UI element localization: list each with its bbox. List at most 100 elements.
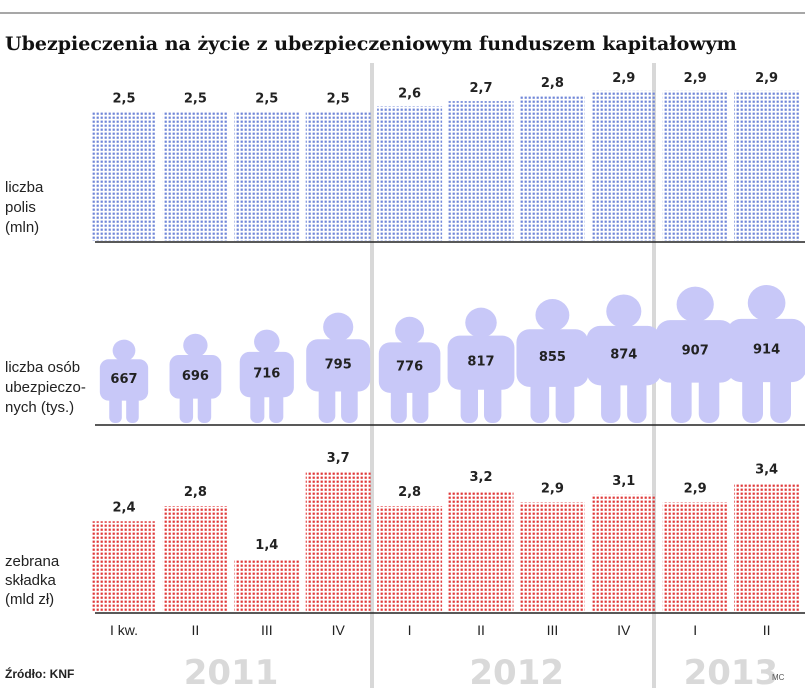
skladka-value-6: 3,2 bbox=[469, 470, 492, 485]
skladka-bar-2 bbox=[162, 506, 228, 612]
quarter-labels: I kw. II III IV I II III IV I II bbox=[110, 622, 770, 638]
person-body bbox=[655, 320, 735, 383]
person-figure-6 bbox=[447, 307, 515, 423]
quarter-label-5: I bbox=[408, 622, 412, 638]
skladka-value-10: 3,4 bbox=[755, 462, 778, 477]
skladka-value-4: 3,7 bbox=[327, 451, 350, 466]
skladka-bar-3 bbox=[234, 559, 300, 612]
year-label-2013: 2013 bbox=[684, 653, 779, 693]
polis-bar-5 bbox=[377, 106, 443, 241]
quarter-label-8: IV bbox=[617, 622, 631, 638]
osoby-value-2: 696 bbox=[182, 369, 209, 384]
person-head bbox=[323, 312, 354, 342]
polis-bar-6 bbox=[448, 101, 514, 241]
person-body bbox=[239, 351, 294, 398]
person-head bbox=[606, 294, 642, 328]
row-label-skladka: zebrana składka (mld zł) bbox=[5, 553, 60, 608]
row-label-polis: liczba polis (mln) bbox=[5, 179, 44, 236]
person-head bbox=[535, 298, 570, 332]
polis-bar-10 bbox=[734, 90, 800, 241]
skladka-value-9: 2,9 bbox=[684, 481, 707, 496]
polis-bar-1 bbox=[91, 111, 157, 241]
skladka-bar-4 bbox=[305, 472, 371, 612]
polis-value-8: 2,9 bbox=[612, 71, 635, 86]
quarter-label-1: I kw. bbox=[110, 622, 138, 638]
person-leg-left bbox=[109, 390, 122, 423]
person-head bbox=[395, 316, 425, 345]
polis-bar-7 bbox=[519, 95, 585, 242]
osoby-value-3: 716 bbox=[253, 367, 280, 382]
polis-value-10: 2,9 bbox=[755, 71, 778, 86]
person-figure-1 bbox=[99, 339, 149, 423]
person-figure-5 bbox=[378, 316, 441, 423]
person-leg-left bbox=[530, 376, 550, 423]
skladka-bar-6 bbox=[448, 491, 514, 612]
chart-title: Ubezpieczenia na życie z ubezpieczeniowy… bbox=[5, 33, 737, 55]
person-figure-10 bbox=[726, 285, 805, 423]
person-leg-left bbox=[742, 372, 763, 423]
person-body bbox=[726, 318, 805, 383]
skladka-bars: 2,4 2,8 1,4 3,7 2,8 3,2 2,9 3,1 2,9 3,4 bbox=[91, 451, 800, 612]
person-figure-3 bbox=[239, 329, 294, 423]
year-labels: 2011 2012 2013 bbox=[184, 653, 778, 693]
osoby-value-7: 855 bbox=[539, 350, 566, 365]
person-leg-right bbox=[555, 376, 575, 423]
person-leg-left bbox=[318, 381, 336, 423]
polis-value-5: 2,6 bbox=[398, 86, 421, 101]
polis-value-2: 2,5 bbox=[184, 92, 207, 107]
polis-bars: 2,5 2,5 2,5 2,5 2,6 2,7 2,8 2,9 2,9 2,9 bbox=[91, 71, 800, 242]
polis-value-7: 2,8 bbox=[541, 76, 564, 91]
person-leg-left bbox=[179, 388, 194, 423]
quarter-label-10: II bbox=[763, 622, 771, 638]
osoby-value-1: 667 bbox=[110, 372, 137, 387]
axes bbox=[95, 241, 805, 614]
person-leg-left bbox=[601, 375, 621, 423]
quarter-label-4: IV bbox=[332, 622, 346, 638]
person-head bbox=[747, 285, 786, 321]
person-leg-left bbox=[390, 382, 407, 423]
person-figure-9 bbox=[655, 286, 735, 423]
polis-value-4: 2,5 bbox=[327, 92, 350, 107]
polis-bar-8 bbox=[591, 90, 657, 241]
skladka-value-7: 2,9 bbox=[541, 481, 564, 496]
polis-value-6: 2,7 bbox=[469, 81, 492, 96]
year-label-2012: 2012 bbox=[469, 653, 564, 693]
source-note: Źródło: KNF bbox=[5, 666, 74, 681]
person-leg-right bbox=[627, 375, 647, 423]
quarter-label-6: II bbox=[477, 622, 485, 638]
person-body bbox=[99, 359, 149, 401]
person-leg-left bbox=[671, 372, 692, 423]
quarter-label-9: I bbox=[693, 622, 697, 638]
person-leg-right bbox=[341, 381, 358, 423]
person-body bbox=[516, 329, 589, 387]
person-body bbox=[306, 339, 371, 392]
person-leg-right bbox=[269, 387, 284, 423]
person-head bbox=[254, 329, 280, 354]
person-leg-right bbox=[484, 379, 502, 423]
credit-mark: MC bbox=[772, 673, 785, 682]
person-body bbox=[169, 354, 222, 399]
person-head bbox=[183, 333, 208, 357]
person-leg-right bbox=[770, 372, 791, 423]
osoby-value-6: 817 bbox=[467, 355, 494, 370]
osoby-value-5: 776 bbox=[396, 360, 423, 375]
osoby-value-10: 914 bbox=[753, 342, 780, 357]
year-label-2011: 2011 bbox=[184, 653, 279, 693]
person-head bbox=[676, 286, 714, 323]
skladka-bar-8 bbox=[591, 494, 657, 612]
people-figures: 667 696 716 795 776 817 855 874 907 914 bbox=[99, 285, 805, 423]
polis-bar-9 bbox=[662, 90, 728, 241]
skladka-value-8: 3,1 bbox=[612, 474, 635, 489]
polis-bar-4 bbox=[305, 111, 371, 241]
person-figure-7 bbox=[516, 298, 589, 423]
osoby-value-9: 907 bbox=[682, 343, 709, 358]
person-leg-right bbox=[197, 388, 212, 423]
person-leg-right bbox=[698, 372, 720, 423]
skladka-value-5: 2,8 bbox=[398, 485, 421, 500]
person-head bbox=[112, 339, 136, 362]
quarter-label-7: III bbox=[547, 622, 559, 638]
person-figure-2 bbox=[169, 333, 222, 423]
person-body bbox=[586, 325, 662, 386]
polis-value-3: 2,5 bbox=[255, 92, 278, 107]
